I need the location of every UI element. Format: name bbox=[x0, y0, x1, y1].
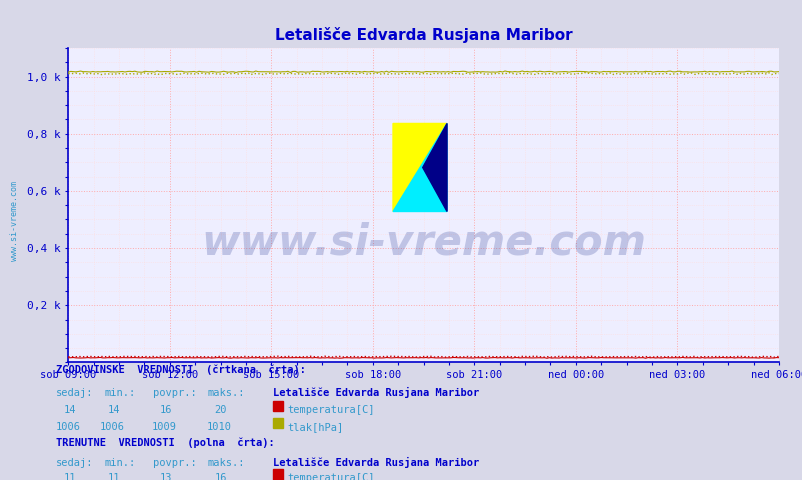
Text: 1006: 1006 bbox=[99, 421, 124, 432]
Text: Letališče Edvarda Rusjana Maribor: Letališče Edvarda Rusjana Maribor bbox=[273, 387, 479, 398]
Text: maks.:: maks.: bbox=[207, 457, 245, 468]
Text: tlak[hPa]: tlak[hPa] bbox=[287, 421, 343, 432]
Text: 11: 11 bbox=[63, 473, 76, 480]
Text: 11: 11 bbox=[107, 473, 120, 480]
Text: 16: 16 bbox=[214, 473, 227, 480]
Polygon shape bbox=[422, 123, 447, 212]
Text: maks.:: maks.: bbox=[207, 388, 245, 398]
Text: ZGODOVINSKE  VREDNOSTI  (črtkana  črta):: ZGODOVINSKE VREDNOSTI (črtkana črta): bbox=[56, 365, 306, 375]
Text: sedaj:: sedaj: bbox=[56, 388, 94, 398]
Text: 16: 16 bbox=[160, 405, 172, 415]
Text: 14: 14 bbox=[107, 405, 120, 415]
Text: www.si-vreme.com: www.si-vreme.com bbox=[200, 222, 646, 264]
Polygon shape bbox=[392, 123, 447, 212]
Text: temperatura[C]: temperatura[C] bbox=[287, 405, 375, 415]
Text: temperatura[C]: temperatura[C] bbox=[287, 473, 375, 480]
Text: Letališče Edvarda Rusjana Maribor: Letališče Edvarda Rusjana Maribor bbox=[273, 456, 479, 468]
Text: min.:: min.: bbox=[104, 457, 136, 468]
Text: 20: 20 bbox=[214, 405, 227, 415]
Text: 1010: 1010 bbox=[206, 421, 231, 432]
Title: Letališče Edvarda Rusjana Maribor: Letališče Edvarda Rusjana Maribor bbox=[274, 27, 572, 43]
Polygon shape bbox=[392, 123, 447, 212]
Text: povpr.:: povpr.: bbox=[152, 457, 196, 468]
Text: sedaj:: sedaj: bbox=[56, 457, 94, 468]
Text: 13: 13 bbox=[160, 473, 172, 480]
Text: www.si-vreme.com: www.si-vreme.com bbox=[10, 181, 18, 261]
Text: 1009: 1009 bbox=[152, 421, 176, 432]
Text: povpr.:: povpr.: bbox=[152, 388, 196, 398]
Text: min.:: min.: bbox=[104, 388, 136, 398]
Text: TRENUTNE  VREDNOSTI  (polna  črta):: TRENUTNE VREDNOSTI (polna črta): bbox=[56, 438, 274, 448]
Text: 1006: 1006 bbox=[55, 421, 80, 432]
Text: 14: 14 bbox=[63, 405, 76, 415]
